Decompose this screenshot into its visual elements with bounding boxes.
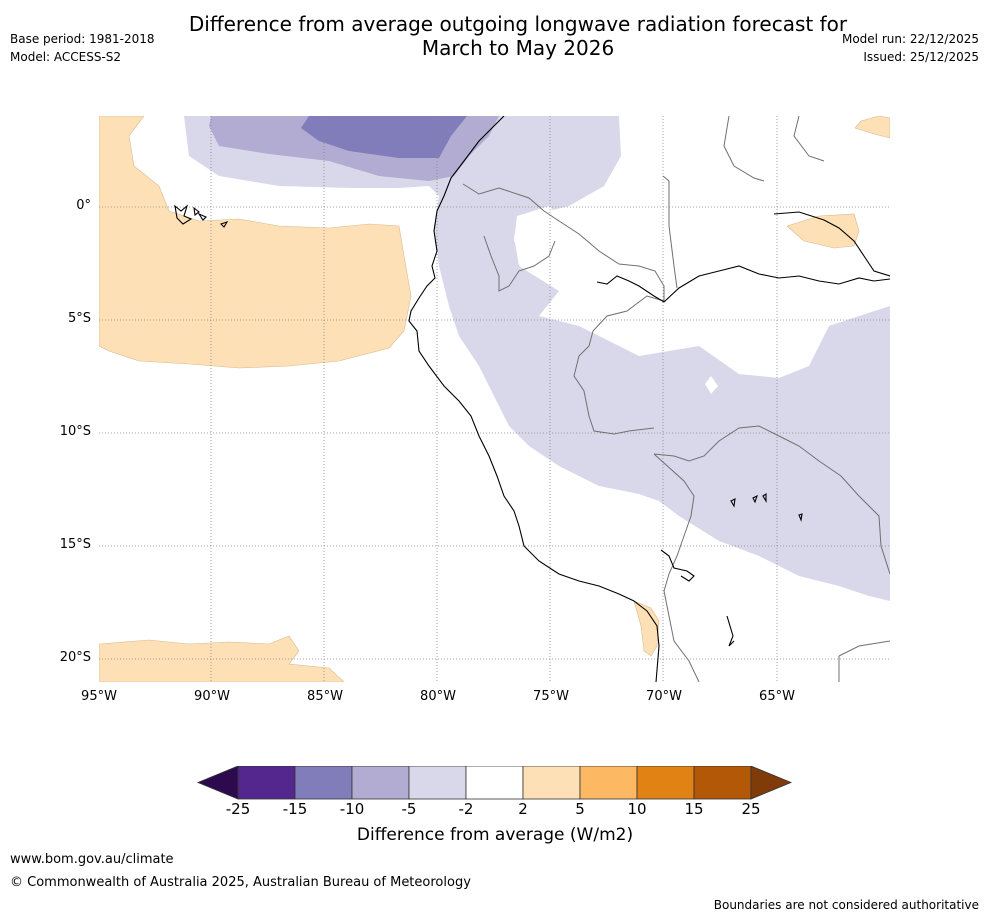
copyright: © Commonwealth of Australia 2025, Austra…	[10, 875, 471, 890]
disclaimer: Boundaries are not considered authoritat…	[713, 898, 979, 912]
lat-label-5s: 5°S	[67, 311, 91, 326]
anomaly-dark-purple-region	[301, 116, 467, 158]
colorbar-bin	[237, 766, 296, 800]
lon-label-90w: 90°W	[194, 689, 230, 704]
colorbar-bin	[408, 766, 467, 800]
lon-label-70w: 70°W	[646, 689, 682, 704]
lat-label-0: 0°	[76, 198, 91, 213]
lon-label-80w: 80°W	[420, 689, 456, 704]
title-line-1: Difference from average outgoing longwav…	[188, 12, 848, 36]
colorbar-tick: 10	[627, 800, 647, 818]
colorbar-bin	[579, 766, 638, 800]
colorbar-tick: -5	[401, 800, 417, 818]
lon-label-95w: 95°W	[81, 689, 117, 704]
colorbar-tick: -2	[458, 800, 474, 818]
colorbar-bin	[693, 766, 752, 800]
coastline	[174, 116, 890, 682]
colorbar-tick: 5	[575, 800, 585, 818]
title-line-2: March to May 2026	[421, 36, 615, 60]
lon-label-75w: 75°W	[533, 689, 569, 704]
colorbar-bin	[351, 766, 410, 800]
model-run: Model run: 22/12/2025	[841, 32, 979, 46]
colorbar-tick: -15	[282, 800, 308, 818]
lon-label-65w: 65°W	[759, 689, 795, 704]
colorbar-tick: -10	[339, 800, 365, 818]
colorbar-bin	[522, 766, 581, 800]
colorbar	[196, 766, 793, 800]
map-title: Difference from average outgoing longwav…	[0, 12, 988, 60]
anomaly-orange-region-northeast	[854, 116, 890, 139]
anomaly-white-gap	[514, 206, 569, 266]
anomaly-orange-region-south	[99, 635, 345, 682]
anomaly-light-purple-region	[184, 116, 890, 601]
issued-date: Issued: 25/12/2025	[863, 50, 979, 64]
lon-label-85w: 85°W	[307, 689, 343, 704]
colorbar-tick: -25	[225, 800, 251, 818]
graticule	[99, 116, 890, 682]
model-name: Model: ACCESS-S2	[10, 50, 122, 64]
lat-label-20s: 20°S	[59, 650, 91, 665]
anomaly-orange-region-amazon	[786, 213, 860, 249]
colorbar-tick: 2	[518, 800, 528, 818]
colorbar-bin	[294, 766, 353, 800]
meta-right: Model run: 22/12/2025 Issued: 25/12/2025	[842, 30, 979, 66]
lat-label-10s: 10°S	[59, 424, 91, 439]
colorbar-tick: 25	[741, 800, 761, 818]
anomaly-orange-region-peru	[633, 600, 660, 657]
lat-label-15s: 15°S	[59, 537, 91, 552]
colorbar-bin	[465, 766, 524, 800]
meta-left: Base period: 1981-2018 Model: ACCESS-S2	[10, 30, 155, 66]
colorbar-high-arrow	[750, 766, 793, 800]
colorbar-bin	[636, 766, 695, 800]
base-period: Base period: 1981-2018	[10, 32, 155, 46]
colorbar-title: Difference from average (W/m2)	[356, 825, 634, 845]
anomaly-orange-region-west	[99, 116, 412, 369]
anomaly-white-dot	[705, 376, 718, 394]
forecast-map	[99, 116, 890, 682]
colorbar-tick: 15	[684, 800, 704, 818]
bom-url: www.bom.gov.au/climate	[10, 852, 174, 867]
colorbar-low-arrow	[196, 766, 239, 800]
